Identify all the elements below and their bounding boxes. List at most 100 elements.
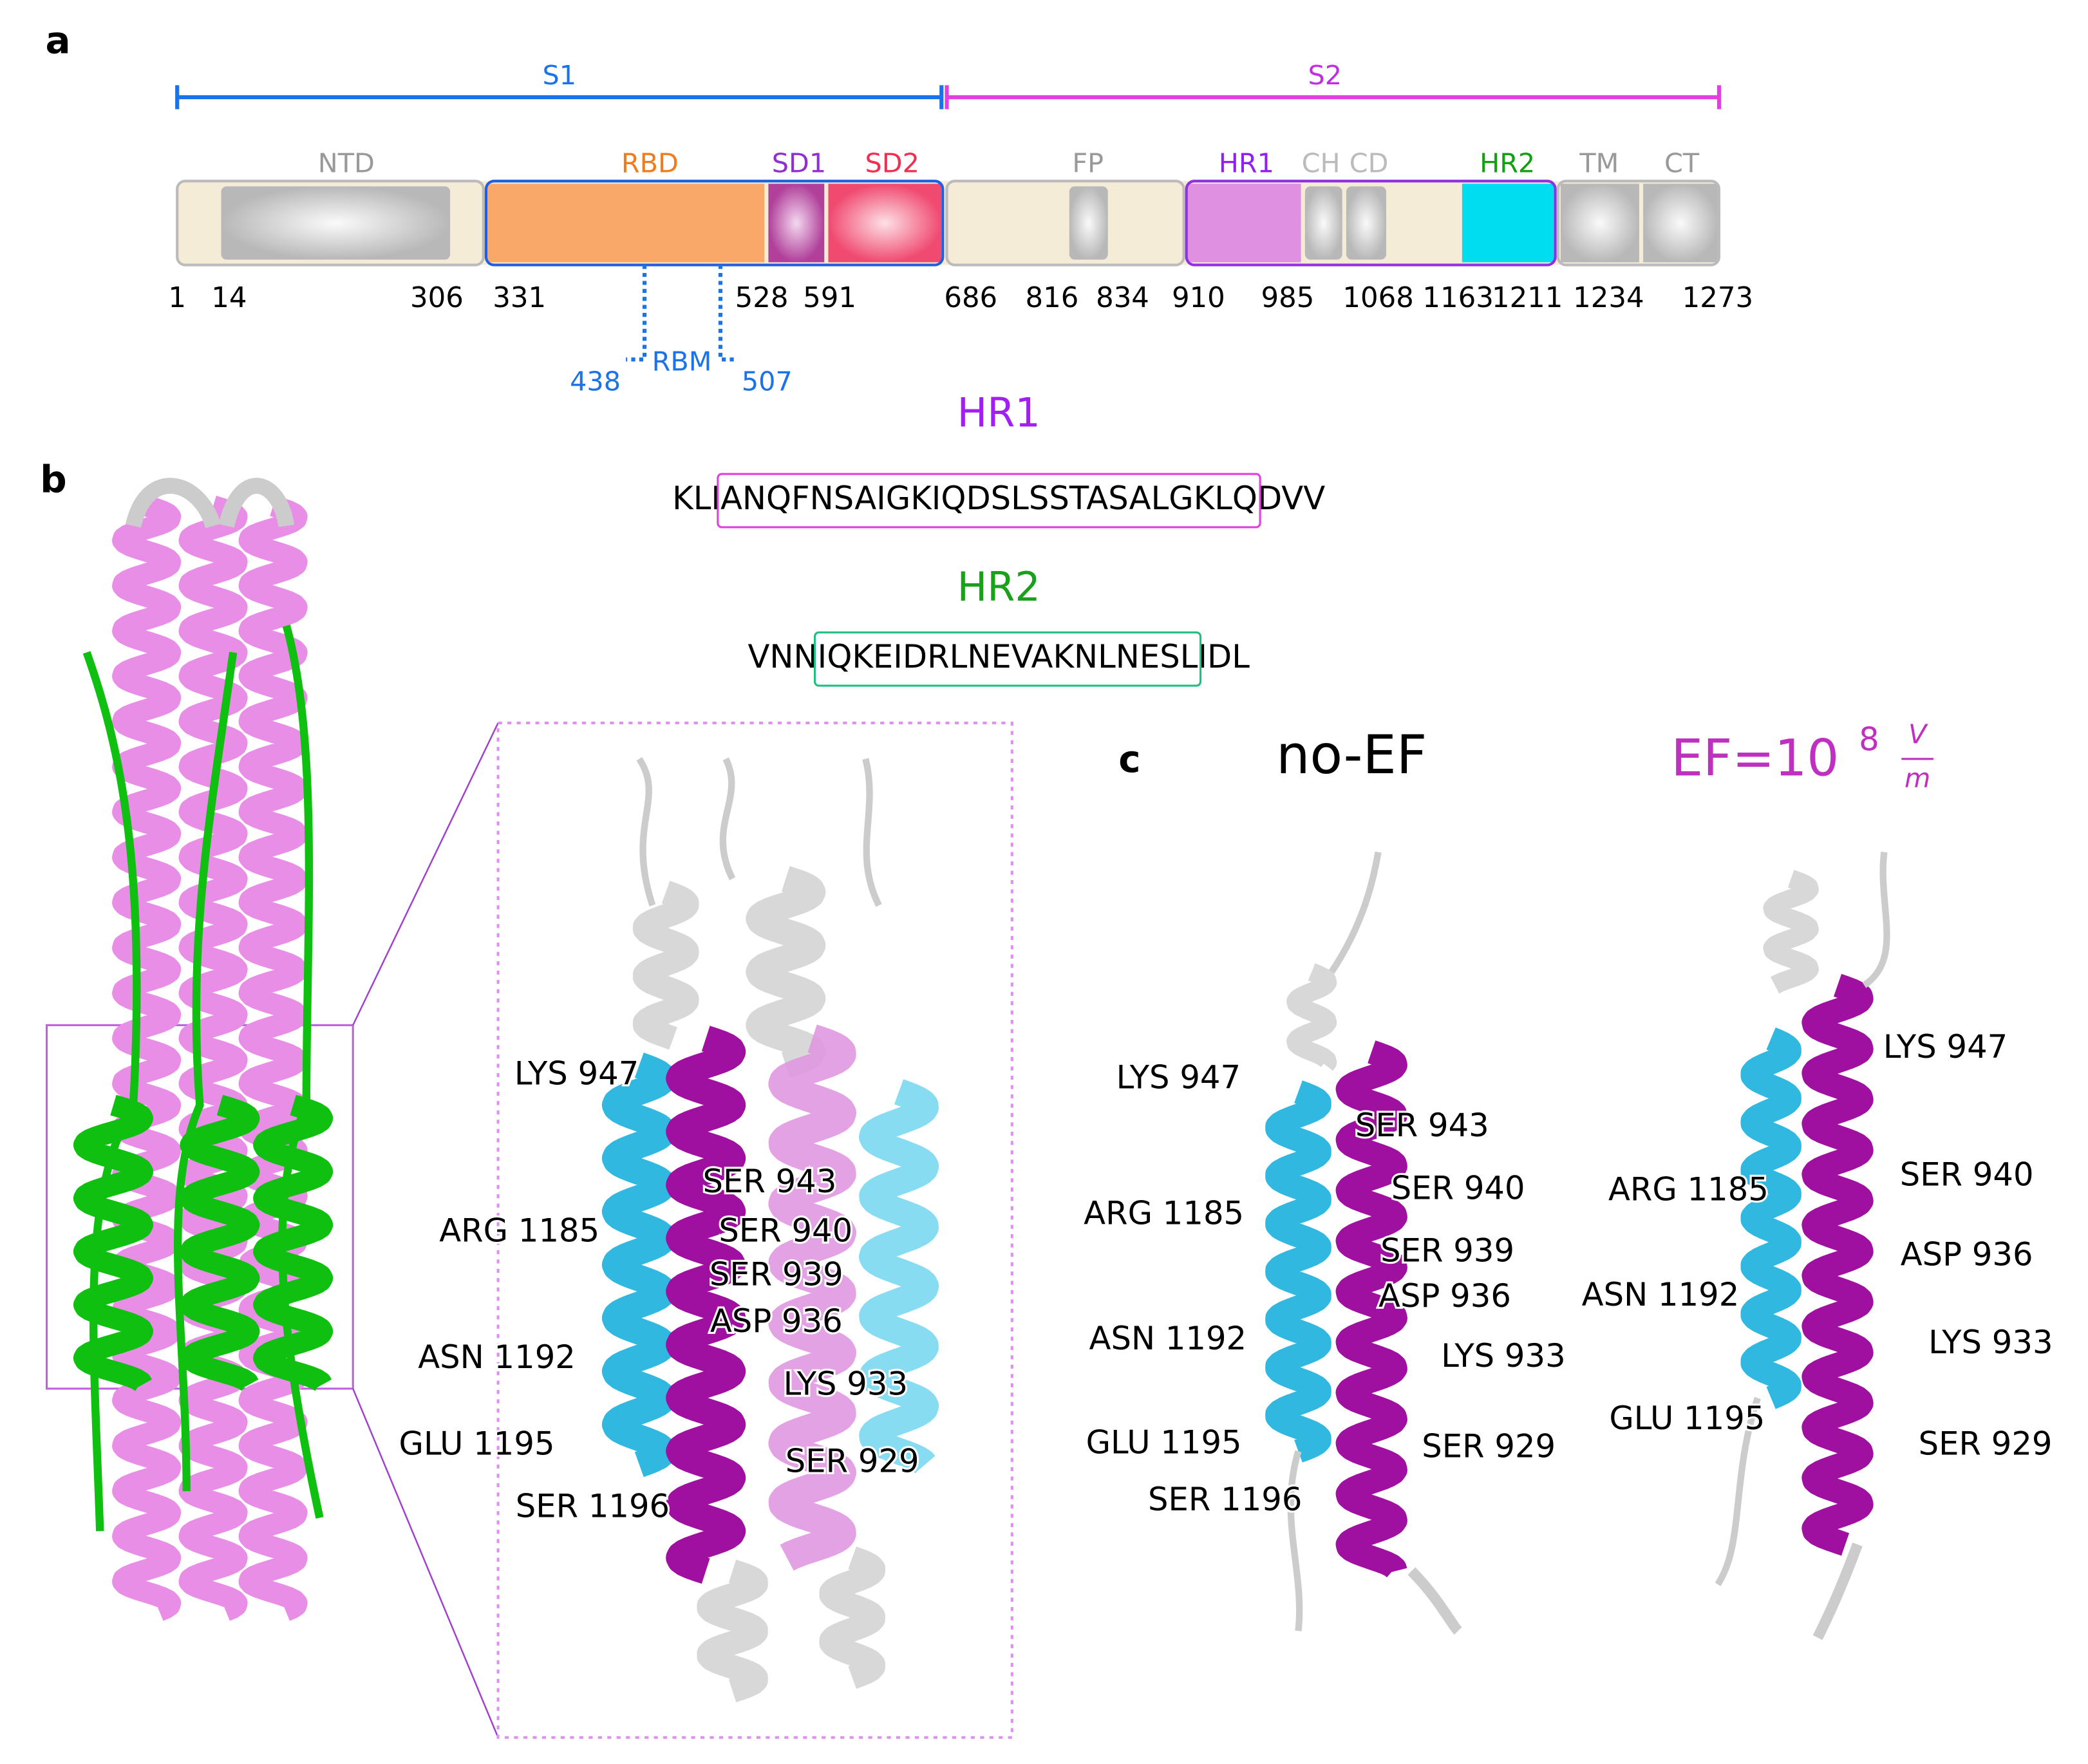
helix (1265, 1080, 1331, 1463)
sequence-core: IQKEIDRLNEVAKNLNESL (818, 638, 1198, 675)
coil (636, 756, 882, 907)
residue-label: ASP 936 (1378, 1277, 1511, 1315)
residue-label: SER 943 (1355, 1107, 1489, 1144)
zoom-lines (352, 722, 499, 1738)
panel-label: c (1118, 737, 1140, 781)
position-label: 1 (168, 282, 186, 314)
position-label: 816 (1025, 282, 1078, 314)
position-label: 1211 (1492, 282, 1563, 314)
residue-label: ASP 936 (710, 1302, 843, 1340)
panel-a: a S1 S2 438 RBM 507 NTD RBD SD1 SD2 FP HR1 CH C… (45, 18, 1753, 397)
position-label: 985 (1261, 282, 1315, 314)
residue-label: ASP 936 (1901, 1236, 2033, 1273)
position-label: 14 (211, 282, 247, 314)
panel-c: c no-EF EF=10 8 V m LYS 947 SER 943 ARG 11… (1082, 719, 2055, 1640)
sequence-prefix: VNN (748, 638, 817, 675)
panel-b: b HR1 HR2 KLI ANQFNSAIGKIQDSLSSTASALGKLQ D… (40, 389, 1325, 1739)
sequence-core: ANQFNSAIGKIQDSLSSTASALGKLQ (720, 480, 1257, 517)
residue-label: ASN 1192 (1089, 1320, 1247, 1357)
coil (1862, 851, 1890, 988)
helix (632, 881, 699, 1050)
helix (859, 1079, 939, 1476)
ef-exponent: 8 (1859, 720, 1879, 758)
helix (601, 1052, 677, 1478)
panel-label: b (40, 458, 66, 502)
residue-label: SER 939 (710, 1256, 843, 1293)
domain-label: FP (1072, 147, 1104, 178)
position-label: 1273 (1682, 282, 1753, 314)
domain-label: HR2 (1480, 147, 1535, 178)
helix (697, 1559, 768, 1703)
residue-label: SER 939 (1380, 1232, 1514, 1270)
helix (73, 1094, 153, 1393)
domain-label: TM (1579, 147, 1619, 178)
domain-label: CH (1302, 147, 1340, 178)
position-label: 1163 (1422, 282, 1493, 314)
residue-label: SER 1196 (1148, 1481, 1302, 1518)
residue-label: LYS 933 (1928, 1324, 2053, 1361)
helix (178, 496, 248, 1621)
position-label: 1068 (1342, 282, 1413, 314)
rbm-start: 438 (570, 366, 621, 397)
sequence-suffix: DVV (1257, 480, 1325, 517)
position-label: 591 (803, 282, 856, 314)
helix (238, 496, 308, 1621)
helix (819, 1546, 885, 1689)
residue-label: SER 943 (703, 1163, 837, 1200)
ef-title: EF=10 (1671, 728, 1839, 787)
helix (1740, 1027, 1801, 1409)
helix (768, 1024, 856, 1571)
coil (1287, 1450, 1303, 1631)
coil (1407, 1567, 1462, 1635)
rbm-label: RBM (652, 346, 712, 377)
helix (1801, 973, 1874, 1556)
residue-label: ARG 1185 (1084, 1195, 1244, 1232)
helix (253, 1094, 334, 1393)
domain-label: CD (1350, 147, 1389, 178)
residue-label: GLU 1195 (1609, 1400, 1765, 1437)
ef-denominator: m (1905, 763, 1930, 794)
panel-label: a (45, 18, 70, 62)
residue-label: SER 1196 (516, 1488, 670, 1525)
domain-label: RBD (621, 147, 679, 178)
s2-label: S2 (1308, 60, 1342, 91)
helix (1286, 963, 1337, 1072)
domain-label: SD2 (865, 147, 919, 178)
residue-label: SER 940 (1391, 1169, 1525, 1206)
helix (1763, 870, 1819, 994)
position-label: 528 (735, 282, 789, 314)
residue-label: ASN 1192 (1582, 1276, 1740, 1313)
position-label: 331 (493, 282, 546, 314)
hr2-title: HR2 (957, 563, 1040, 610)
residue-label: LYS 947 (1116, 1059, 1241, 1096)
residue-label: ARG 1185 (439, 1212, 599, 1249)
residue-label: SER 929 (1919, 1425, 2053, 1462)
position-label: 834 (1096, 282, 1149, 314)
rbm-bracket (626, 265, 737, 362)
residue-label: LYS 933 (784, 1365, 908, 1402)
domain-label: NTD (318, 147, 375, 178)
residue-label: SER 940 (1900, 1156, 2034, 1194)
position-label: 910 (1172, 282, 1225, 314)
coil (1812, 1543, 1863, 1640)
helix (112, 496, 182, 1621)
residue-label: LYS 947 (514, 1055, 639, 1092)
coil (1328, 851, 1382, 974)
helix (180, 1094, 260, 1393)
helix (746, 866, 826, 1078)
coil (125, 478, 295, 529)
hr1-title: HR1 (957, 389, 1040, 436)
ef-numerator: V (1908, 719, 1928, 750)
rbm-end: 507 (742, 366, 793, 397)
residue-label: LYS 933 (1441, 1337, 1565, 1375)
residue-label: LYS 947 (1883, 1028, 2008, 1065)
residue-label: GLU 1195 (399, 1425, 555, 1462)
residue-label: ASN 1192 (418, 1338, 576, 1376)
sequence-box (814, 631, 1202, 687)
domain-label: HR1 (1219, 147, 1274, 178)
sequence-box (717, 473, 1261, 529)
coil (173, 652, 238, 1492)
no-ef-title: no-EF (1276, 724, 1427, 786)
